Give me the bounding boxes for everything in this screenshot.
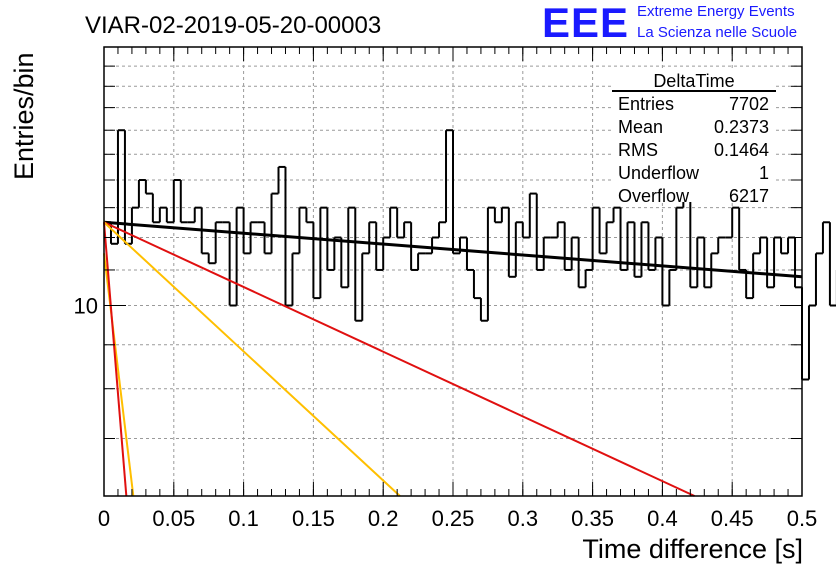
x-tick-label: 0 [98,506,110,531]
y-tick-label: 10 [74,293,98,318]
x-tick-label: 0.35 [571,506,614,531]
y-axis-label: Entries/bin [9,52,39,180]
stats-box: DeltaTime Entries 7702 Mean 0.2373 RMS 0… [612,70,776,206]
eee-logo-mark: EEE [542,0,630,46]
stats-label: Underflow [618,163,700,183]
fit-line [103,221,401,497]
x-tick-label: 0.25 [432,506,475,531]
x-tick-label: 0.45 [711,506,754,531]
stats-label: Mean [618,117,663,137]
x-tick-label: 0.4 [647,506,678,531]
x-tick-label: 0.15 [292,506,335,531]
stats-value: 0.1464 [714,140,769,160]
chart-title: VIAR-02-2019-05-20-00003 [85,12,381,39]
x-axis-label: Time difference [s] [582,534,803,564]
stats-label: RMS [618,140,658,160]
fit-line [103,253,135,497]
fit-line [103,220,803,279]
stats-label: Overflow [618,186,690,206]
x-tick-label: 0.5 [787,506,818,531]
x-tick-label: 0.3 [508,506,539,531]
x-tick-label: 0.2 [368,506,399,531]
x-tick-label: 0.05 [152,506,195,531]
stats-value: 7702 [729,94,769,114]
stats-value: 6217 [729,186,769,206]
x-tick-label: 0.1 [228,506,259,531]
fit-line [103,222,128,497]
eee-logo-line2: La Scienza nelle Scuole [637,24,798,41]
stats-value: 1 [759,163,769,183]
eee-logo-line1: Extreme Energy Events [637,3,795,20]
stats-title: DeltaTime [653,71,734,91]
axes: 0 0.05 0.1 0.15 0.2 0.25 0.3 0.35 0.4 0.45 0.5 10 [74,46,818,531]
stats-label: Entries [618,94,674,114]
fit-line [103,221,695,497]
fit-lines [103,220,803,497]
stats-value: 0.2373 [714,117,769,137]
